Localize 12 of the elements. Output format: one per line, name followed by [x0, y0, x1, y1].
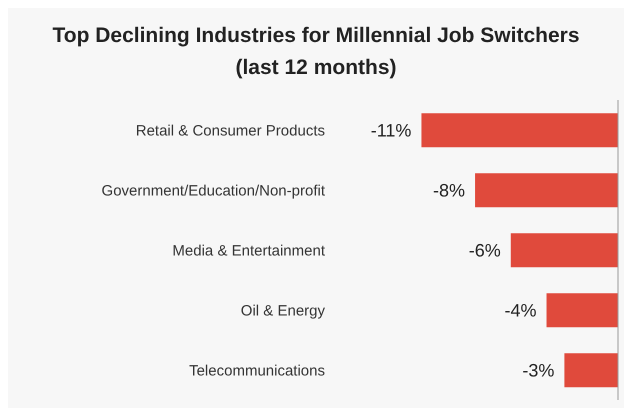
y-tick-label: Retail & Consumer Products — [136, 122, 325, 140]
data-label: -8% — [433, 180, 466, 200]
data-label: -4% — [504, 300, 537, 320]
chart-title: Top Declining Industries for Millennial Job Switchers — [51, 23, 580, 49]
y-tick-label: Government/Education/Non-profit — [102, 182, 326, 200]
data-label: -11% — [370, 120, 412, 140]
y-tick-label: Telecommunications — [189, 362, 325, 380]
y-tick-label: Media & Entertainment — [172, 242, 326, 260]
chart-subtitle: (last 12 months) — [234, 55, 398, 81]
data-label: -3% — [522, 360, 554, 380]
y-tick-label: Oil & Energy — [240, 302, 326, 320]
data-label: -6% — [468, 240, 501, 260]
